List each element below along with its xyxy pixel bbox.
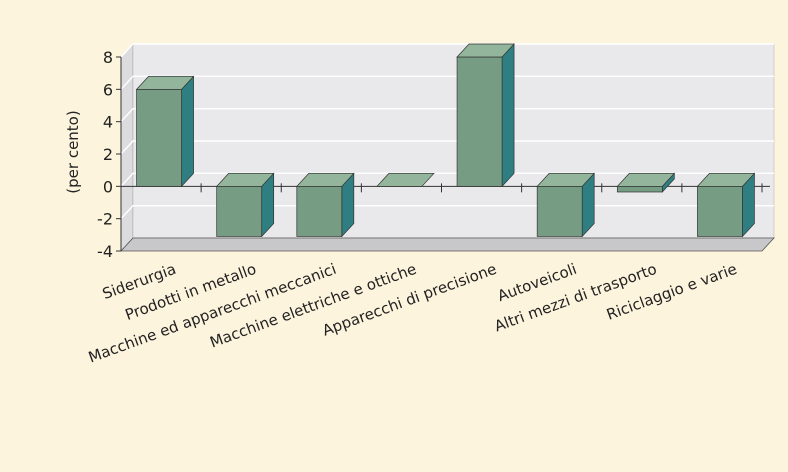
bar-top <box>296 172 355 187</box>
bar-top <box>215 172 275 187</box>
bar-front <box>616 185 663 193</box>
bar-front <box>536 185 583 237</box>
bar-front <box>697 185 743 237</box>
bar-front <box>216 185 263 237</box>
y-tick-label: -2 <box>97 210 113 229</box>
bars <box>135 43 756 238</box>
bar-top <box>135 75 195 90</box>
y-axis-label: (per cento) <box>64 110 82 193</box>
bar-4 <box>376 172 435 187</box>
gridline <box>120 140 774 155</box>
bar-8 <box>696 172 756 238</box>
bar-front <box>456 56 503 187</box>
y-axis: -4 -2 0 2 4 6 8 <box>97 48 122 261</box>
bar-top <box>536 172 595 187</box>
gridline <box>120 75 774 90</box>
bar-1 <box>135 75 195 188</box>
bar-top <box>696 172 756 187</box>
bar-front <box>296 185 343 237</box>
bar-top <box>376 172 435 187</box>
bar-side <box>181 75 194 188</box>
bar-7 <box>616 172 676 193</box>
bar-top <box>456 43 515 58</box>
bar-2 <box>215 172 275 238</box>
y-tick-label: 2 <box>103 145 113 164</box>
y-tick-label: 4 <box>103 113 113 132</box>
bar-6 <box>536 172 595 238</box>
gridline <box>120 43 774 58</box>
bar-front <box>136 88 182 187</box>
chart-floor <box>120 237 775 252</box>
y-tick-label: 0 <box>103 177 113 196</box>
bar-3 <box>296 172 355 238</box>
bar-top <box>616 172 676 187</box>
y-tick-label: 6 <box>103 80 113 99</box>
floor-plane <box>120 237 775 252</box>
y-tick-label: 8 <box>103 48 113 67</box>
y-tick-label: -4 <box>97 242 113 261</box>
bar-side <box>501 43 515 188</box>
gridline <box>120 107 774 123</box>
bar-5 <box>456 43 515 188</box>
